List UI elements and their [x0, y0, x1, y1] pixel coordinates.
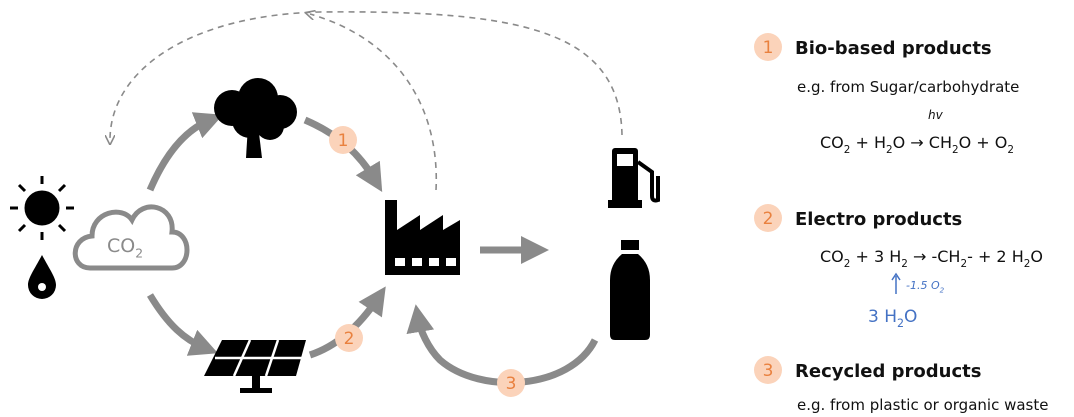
subscript: 2 — [897, 317, 904, 330]
badge-number: 1 — [338, 131, 349, 151]
subscript: 2 — [135, 247, 143, 261]
subscript: 2 — [952, 144, 959, 156]
water-drop-icon — [28, 255, 56, 299]
formula-text: O — [1030, 247, 1043, 266]
legend-number: 2 — [763, 209, 774, 229]
arrow — [406, 304, 599, 386]
factory-windows — [395, 258, 456, 266]
formula-text: - + 2 H — [967, 247, 1024, 266]
byproduct: -1.5 O2 — [906, 279, 945, 294]
fuel-pump-icon — [608, 148, 660, 208]
formula-text: + H — [850, 133, 886, 152]
legend-title: Bio-based products — [795, 38, 992, 59]
legend-note: e.g. from plastic or organic waste — [797, 396, 1048, 414]
sun-icon — [10, 176, 74, 240]
subscript: 2 — [844, 258, 851, 270]
formula-text: CO — [820, 133, 844, 152]
formula-text: → -CH — [908, 247, 961, 266]
solar-panel-icon — [204, 340, 306, 393]
formula-text: O + O — [959, 133, 1008, 152]
arrow — [146, 293, 218, 356]
subscript: 2 — [1007, 144, 1014, 156]
legend-title: Electro products — [795, 209, 962, 230]
tree-icon — [214, 78, 297, 158]
equation: CO2 + H2O → CH2O + O2 — [820, 133, 1014, 156]
drop-highlight — [38, 283, 46, 291]
badge — [497, 369, 525, 397]
formula-text: CO — [107, 235, 135, 257]
badge-number: 2 — [344, 329, 355, 349]
formula-text: 3 H — [868, 307, 897, 327]
arrow — [146, 112, 223, 192]
formula-text: + 3 H — [850, 247, 901, 266]
formula-text: O — [904, 307, 917, 327]
legend-note: e.g. from Sugar/carbohydrate — [797, 78, 1019, 96]
subscript: 2 — [901, 258, 908, 270]
input-arrow-head — [891, 272, 901, 281]
reaction-condition: hv — [928, 108, 944, 122]
cloud-icon — [72, 204, 190, 271]
legend-title: Recycled products — [795, 361, 982, 382]
factory-icon — [385, 200, 460, 275]
subscript: 2 — [1024, 258, 1031, 270]
subscript: 2 — [886, 144, 893, 156]
formula-text: -1.5 O — [906, 279, 940, 292]
subscript: 2 — [940, 285, 945, 294]
badge — [335, 324, 363, 352]
bottle-icon — [610, 240, 650, 340]
badge-number: 3 — [506, 374, 517, 394]
subscript: 2 — [960, 258, 967, 270]
equation: CO2 + 3 H2 → -CH2- + 2 H2O — [820, 247, 1043, 270]
return-line — [110, 11, 623, 140]
co2-label: CO2 — [107, 235, 143, 261]
panel-grid — [215, 339, 302, 377]
formula-text: CO — [820, 247, 844, 266]
legend-badge — [754, 33, 782, 61]
subscript: 2 — [844, 144, 851, 156]
input: 3 H2O — [868, 307, 917, 330]
formula-text: O → CH — [893, 133, 952, 152]
legend-badge — [754, 204, 782, 232]
badge — [329, 126, 357, 154]
return-line — [310, 14, 438, 191]
legend-badge — [754, 356, 782, 384]
legend-number: 3 — [763, 361, 774, 381]
legend-number: 1 — [763, 38, 774, 58]
